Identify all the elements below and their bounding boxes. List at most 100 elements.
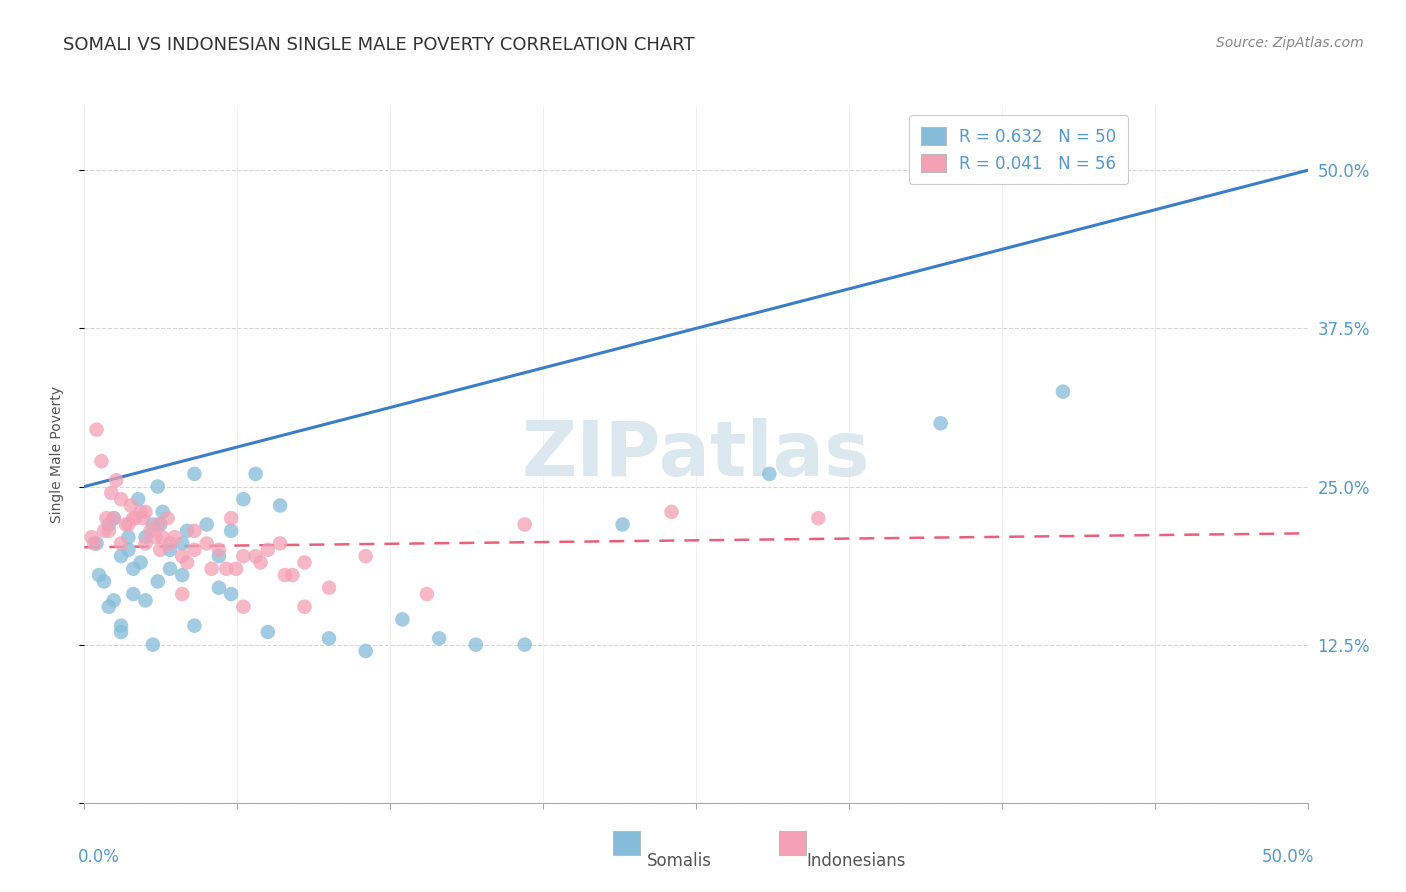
- Point: [249, 556, 271, 570]
- Point: [80, 530, 103, 544]
- Point: [142, 517, 165, 532]
- Point: [122, 562, 145, 576]
- Point: [172, 587, 194, 601]
- Point: [219, 524, 242, 538]
- Point: [274, 568, 297, 582]
- Point: [135, 505, 157, 519]
- Point: [176, 524, 198, 538]
- Text: Source: ZipAtlas.com: Source: ZipAtlas.com: [1216, 36, 1364, 50]
- Point: [513, 638, 536, 652]
- Point: [129, 556, 152, 570]
- Point: [146, 574, 169, 589]
- Point: [176, 556, 198, 570]
- Point: [149, 542, 172, 557]
- Point: [103, 511, 125, 525]
- Point: [97, 524, 120, 538]
- Point: [110, 549, 132, 563]
- Text: 50.0%: 50.0%: [1261, 848, 1313, 866]
- Point: [142, 638, 165, 652]
- Point: [159, 562, 181, 576]
- Point: [100, 486, 122, 500]
- Point: [612, 517, 634, 532]
- Point: [96, 511, 118, 525]
- Point: [159, 542, 181, 557]
- Text: ZIPatlas: ZIPatlas: [522, 418, 870, 491]
- Point: [208, 549, 231, 563]
- Point: [318, 581, 340, 595]
- Point: [86, 536, 108, 550]
- Text: Somalis: Somalis: [647, 852, 711, 870]
- Point: [97, 517, 120, 532]
- Point: [125, 511, 148, 525]
- Point: [232, 599, 254, 614]
- Point: [159, 536, 181, 550]
- Point: [183, 467, 205, 481]
- Point: [135, 593, 157, 607]
- Point: [354, 549, 377, 563]
- Text: 0.0%: 0.0%: [79, 848, 120, 866]
- Point: [232, 549, 254, 563]
- Point: [172, 536, 194, 550]
- Point: [152, 530, 174, 544]
- Point: [219, 587, 242, 601]
- Point: [103, 593, 125, 607]
- Point: [135, 530, 157, 544]
- Point: [195, 517, 218, 532]
- Point: [122, 511, 145, 525]
- Point: [105, 473, 128, 487]
- Point: [117, 542, 139, 557]
- FancyBboxPatch shape: [779, 830, 806, 855]
- Point: [90, 454, 112, 468]
- Point: [183, 524, 205, 538]
- Point: [87, 568, 110, 582]
- Point: [110, 618, 132, 632]
- Point: [83, 536, 105, 550]
- Point: [219, 511, 242, 525]
- Point: [93, 524, 115, 538]
- Point: [245, 549, 267, 563]
- Point: [172, 549, 194, 563]
- Y-axis label: Single Male Poverty: Single Male Poverty: [49, 386, 63, 524]
- Point: [139, 524, 162, 538]
- Point: [269, 499, 291, 513]
- Point: [269, 536, 291, 550]
- Point: [129, 505, 152, 519]
- Point: [513, 517, 536, 532]
- Point: [120, 499, 142, 513]
- Point: [117, 517, 139, 532]
- Point: [146, 517, 169, 532]
- Legend: R = 0.632   N = 50, R = 0.041   N = 56: R = 0.632 N = 50, R = 0.041 N = 56: [910, 115, 1128, 185]
- Point: [122, 587, 145, 601]
- Point: [225, 562, 247, 576]
- Point: [183, 618, 205, 632]
- Point: [115, 517, 138, 532]
- Point: [110, 536, 132, 550]
- Point: [127, 492, 149, 507]
- Point: [294, 599, 316, 614]
- Point: [149, 517, 172, 532]
- Point: [152, 505, 174, 519]
- Point: [208, 542, 231, 557]
- Text: SOMALI VS INDONESIAN SINGLE MALE POVERTY CORRELATION CHART: SOMALI VS INDONESIAN SINGLE MALE POVERTY…: [63, 36, 695, 54]
- Point: [172, 568, 194, 582]
- Point: [200, 562, 222, 576]
- Point: [294, 556, 316, 570]
- Point: [257, 542, 280, 557]
- Point: [156, 511, 179, 525]
- Point: [183, 542, 205, 557]
- Point: [427, 632, 450, 646]
- Point: [86, 423, 108, 437]
- Point: [929, 417, 952, 431]
- Point: [117, 530, 139, 544]
- Point: [318, 632, 340, 646]
- Point: [354, 644, 377, 658]
- Point: [215, 562, 238, 576]
- Point: [232, 492, 254, 507]
- Point: [146, 479, 169, 493]
- Point: [135, 536, 157, 550]
- Point: [132, 511, 155, 525]
- Point: [464, 638, 486, 652]
- Text: Indonesians: Indonesians: [806, 852, 905, 870]
- Point: [281, 568, 304, 582]
- Point: [93, 574, 115, 589]
